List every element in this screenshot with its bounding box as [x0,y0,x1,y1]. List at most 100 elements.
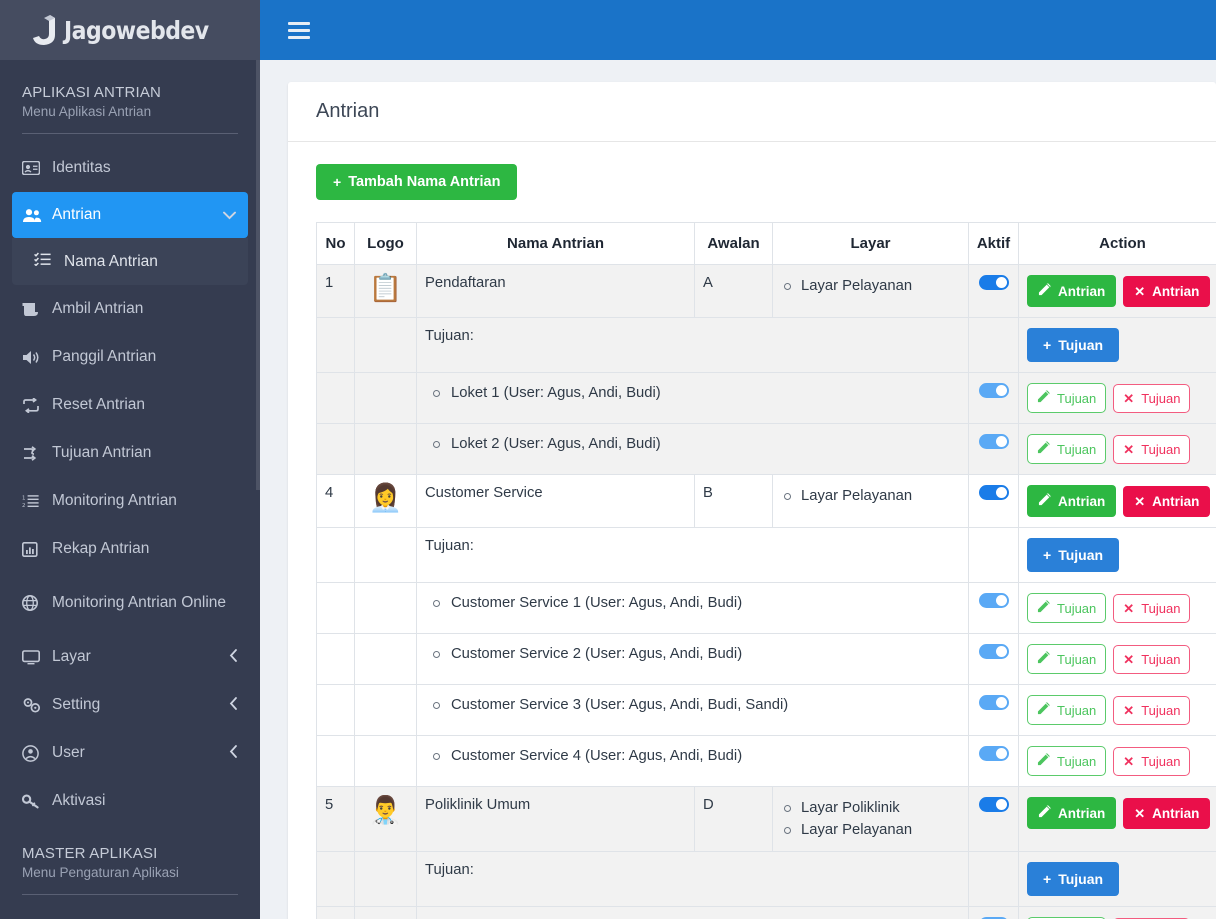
cell-no-empty [316,317,355,373]
cell-action: Antrian ✕ Antrian [1018,264,1216,318]
brand-logo-area[interactable]: Jagowebdev [0,0,260,60]
delete-antrian-label: Antrian [1152,283,1200,299]
chevron-left-icon [222,745,238,761]
edit-tujuan-label: Tujuan [1057,441,1097,457]
sidebar: Jagowebdev APLIKASI ANTRIAN Menu Aplikas… [0,0,260,919]
sidebar-item-nama-antrian[interactable]: Nama Antrian [12,238,248,285]
col-header-layar: Layar [772,222,969,265]
delete-tujuan-label: Tujuan [1141,600,1181,616]
add-tujuan-button[interactable]: + Tujuan [1027,328,1120,362]
aktif-toggle[interactable] [978,383,1009,398]
delete-antrian-button[interactable]: ✕ Antrian [1123,797,1211,829]
edit-icon [1037,600,1050,616]
sidebar-section-aplikasi-antrian: APLIKASI ANTRIAN Menu Aplikasi Antrian [0,78,260,134]
cell-tujuan-heading: Tujuan: [416,527,969,583]
edit-antrian-button[interactable]: Antrian [1027,797,1117,829]
edit-icon [1037,390,1050,406]
sidebar-item-panggil-antrian[interactable]: Panggil Antrian [0,333,260,381]
tujuan-label: Customer Service 2 (User: Agus, Andi, Bu… [425,644,960,665]
task-list-icon [34,252,64,271]
sidebar-item-tujuan-antrian[interactable]: Tujuan Antrian [0,429,260,477]
cell-action: Tujuan ✕ Tujuan [1018,423,1216,475]
card-body: + Tambah Nama Antrian No [288,142,1216,919]
sidebar-item-layar[interactable]: Layar [0,633,260,681]
sidebar-divider [22,133,238,134]
sidebar-item-rekap-antrian[interactable]: Rekap Antrian [0,525,260,573]
add-tujuan-button[interactable]: + Tujuan [1027,538,1120,572]
aktif-toggle[interactable] [978,797,1009,812]
sidebar-item-identitas[interactable]: Identitas [0,144,260,192]
sidebar-item-setting[interactable]: Setting [0,681,260,729]
edit-tujuan-button[interactable]: Tujuan [1027,593,1107,623]
cell-aktif [968,906,1019,919]
cell-tujuan-name: Customer Service 4 (User: Agus, Andi, Bu… [416,735,969,787]
cell-action: Tujuan ✕ Tujuan [1018,372,1216,424]
aktif-toggle[interactable] [978,644,1009,659]
sidebar-item-monitoring-antrian-online[interactable]: Monitoring Antrian Online [0,573,260,633]
edit-antrian-label: Antrian [1058,493,1106,509]
delete-tujuan-button[interactable]: ✕ Tujuan [1113,383,1191,413]
aktif-toggle[interactable] [978,593,1009,608]
sidebar-item-aktivasi[interactable]: Aktivasi [0,777,260,825]
close-icon: ✕ [1134,283,1146,299]
edit-tujuan-button[interactable]: Tujuan [1027,746,1107,776]
antrian-table-wrap: No Logo Nama Antrian Awalan Layar Aktif … [316,222,1216,919]
table-body: 1 📋 Pendaftaran A Layar Pelayanan Antrian ✕ Ant… [316,264,1216,919]
j-logo-icon [33,15,56,45]
aktif-toggle[interactable] [978,746,1009,761]
aktif-toggle[interactable] [978,275,1009,290]
edit-tujuan-label: Tujuan [1057,390,1097,406]
cell-no-empty [316,906,355,919]
sidebar-item-reset-antrian[interactable]: Reset Antrian [0,381,260,429]
edit-tujuan-button[interactable]: Tujuan [1027,383,1107,413]
cell-nama-antrian: Customer Service [416,474,695,528]
delete-tujuan-button[interactable]: ✕ Tujuan [1113,644,1191,674]
cell-layar: Layar Poliklinik Layar Pelayanan [772,785,969,853]
cell-logo-empty [354,735,417,787]
cell-action: Tujuan ✕ Tujuan [1018,582,1216,634]
delete-antrian-button[interactable]: ✕ Antrian [1123,485,1211,517]
cell-aktif [968,785,1019,853]
delete-tujuan-button[interactable]: ✕ Tujuan [1113,434,1191,464]
cell-no-empty [316,735,355,787]
layar-item: Layar Pelayanan [781,275,960,297]
delete-antrian-button[interactable]: ✕ Antrian [1123,275,1211,307]
cell-no-empty [316,684,355,736]
refresh-icon [22,397,52,413]
sidebar-scrollbar[interactable] [256,60,260,919]
sidebar-item-label: Antrian [52,206,102,224]
delete-tujuan-button[interactable]: ✕ Tujuan [1113,593,1191,623]
cell-tujuan-name: Loket 2 (User: Agus, Andi, Budi) [416,423,969,475]
bar-chart-icon [22,541,52,557]
table-row-tujuan: Customer Service 4 (User: Agus, Andi, Bu… [316,735,1216,787]
edit-tujuan-label: Tujuan [1057,651,1097,667]
aktif-toggle[interactable] [978,434,1009,449]
edit-tujuan-button[interactable]: Tujuan [1027,644,1107,674]
id-card-icon [22,161,52,175]
delete-tujuan-button[interactable]: ✕ Tujuan [1113,746,1191,776]
aktif-toggle[interactable] [978,695,1009,710]
aktif-toggle[interactable] [978,917,1009,919]
sidebar-section-subtitle: Menu Aplikasi Antrian [22,104,152,119]
add-nama-antrian-button[interactable]: + Tambah Nama Antrian [316,164,518,200]
antrian-table: No Logo Nama Antrian Awalan Layar Aktif … [316,222,1216,919]
delete-tujuan-label: Tujuan [1141,753,1181,769]
cell-action: Tujuan ✕ Tujuan [1018,735,1216,787]
edit-antrian-button[interactable]: Antrian [1027,485,1117,517]
delete-tujuan-button[interactable]: ✕ Tujuan [1113,695,1191,725]
hamburger-icon[interactable] [288,21,310,39]
doctor-logo: 👨‍⚕️ [368,795,403,825]
cell-tujuan-name: Customer Service 2 (User: Agus, Andi, Bu… [416,633,969,685]
col-header-aktif: Aktif [968,222,1019,265]
edit-tujuan-button[interactable]: Tujuan [1027,695,1107,725]
sidebar-item-user[interactable]: User [0,729,260,777]
aktif-toggle[interactable] [978,485,1009,500]
sidebar-item-ambil-antrian[interactable]: Ambil Antrian [0,285,260,333]
edit-tujuan-button[interactable]: Tujuan [1027,434,1107,464]
sidebar-item-antrian[interactable]: Antrian [12,192,248,238]
sidebar-item-label: Monitoring Antrian Online [52,594,227,612]
edit-antrian-button[interactable]: Antrian [1027,275,1117,307]
add-tujuan-button[interactable]: + Tujuan [1027,862,1120,897]
